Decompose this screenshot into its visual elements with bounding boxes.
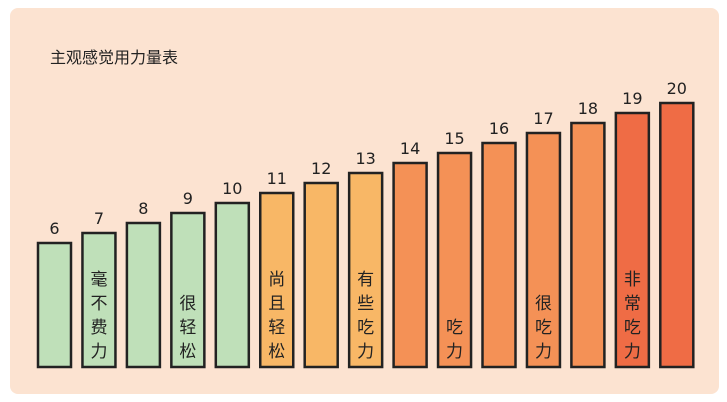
value-label-7: 7: [94, 209, 104, 228]
bar-text-11-0: 尚: [268, 270, 285, 290]
bar-text-9-1: 轻: [179, 318, 196, 338]
bar-15: [436, 151, 473, 369]
value-label-17: 17: [533, 109, 553, 128]
bar-text-7-3: 力: [90, 342, 107, 362]
bar-8: [125, 221, 162, 369]
bar-text-17-0: 很: [535, 294, 552, 314]
bar-13: [347, 171, 384, 369]
bar-text-13-2: 吃: [357, 318, 374, 338]
value-label-8: 8: [138, 199, 148, 218]
bar-10: [214, 201, 251, 369]
bar-text-11-2: 轻: [268, 318, 285, 338]
bar-text-19-0: 非: [624, 270, 641, 290]
bar-text-15-0: 吃: [446, 318, 463, 338]
value-label-18: 18: [578, 99, 598, 118]
value-label-12: 12: [311, 159, 331, 178]
bar-text-7-2: 费: [90, 318, 107, 338]
chart-title: 主观感觉用力量表: [50, 48, 179, 67]
bar-16: [481, 141, 517, 369]
value-label-15: 15: [444, 129, 464, 148]
value-label-19: 19: [622, 89, 642, 108]
bar-text-11-1: 且: [268, 294, 285, 314]
bar-text-11-3: 松: [268, 342, 285, 362]
bar-19: [614, 111, 651, 369]
bar-14: [392, 161, 428, 369]
bar-text-7-0: 毫: [90, 270, 107, 290]
bar-text-15-1: 力: [446, 342, 463, 362]
bar-17: [525, 131, 562, 369]
bar-text-19-1: 常: [624, 294, 641, 314]
value-label-20: 20: [667, 79, 687, 98]
bar-6: [36, 241, 73, 369]
bar-9: [170, 211, 206, 369]
value-label-6: 6: [49, 219, 59, 238]
bar-text-17-2: 力: [535, 342, 552, 362]
bar-text-9-0: 很: [179, 294, 196, 314]
bar-18: [570, 121, 606, 369]
value-label-13: 13: [355, 149, 375, 168]
bar-text-13-3: 力: [357, 342, 374, 362]
bar-text-19-2: 吃: [624, 318, 641, 338]
bar-text-9-2: 松: [179, 342, 196, 362]
bar-text-7-1: 不: [90, 294, 107, 314]
value-label-10: 10: [222, 179, 242, 198]
bar-12: [303, 181, 339, 369]
bar-text-17-1: 吃: [535, 318, 552, 338]
value-label-16: 16: [489, 119, 509, 138]
bar-20: [659, 101, 695, 369]
bar-7: [81, 231, 117, 369]
bar-11: [259, 191, 295, 369]
bar-text-19-3: 力: [624, 342, 641, 362]
bar-text-13-0: 有: [357, 270, 374, 290]
value-label-11: 11: [267, 169, 287, 188]
value-label-14: 14: [400, 139, 420, 158]
value-label-9: 9: [183, 189, 193, 208]
bar-text-13-1: 些: [357, 294, 374, 314]
